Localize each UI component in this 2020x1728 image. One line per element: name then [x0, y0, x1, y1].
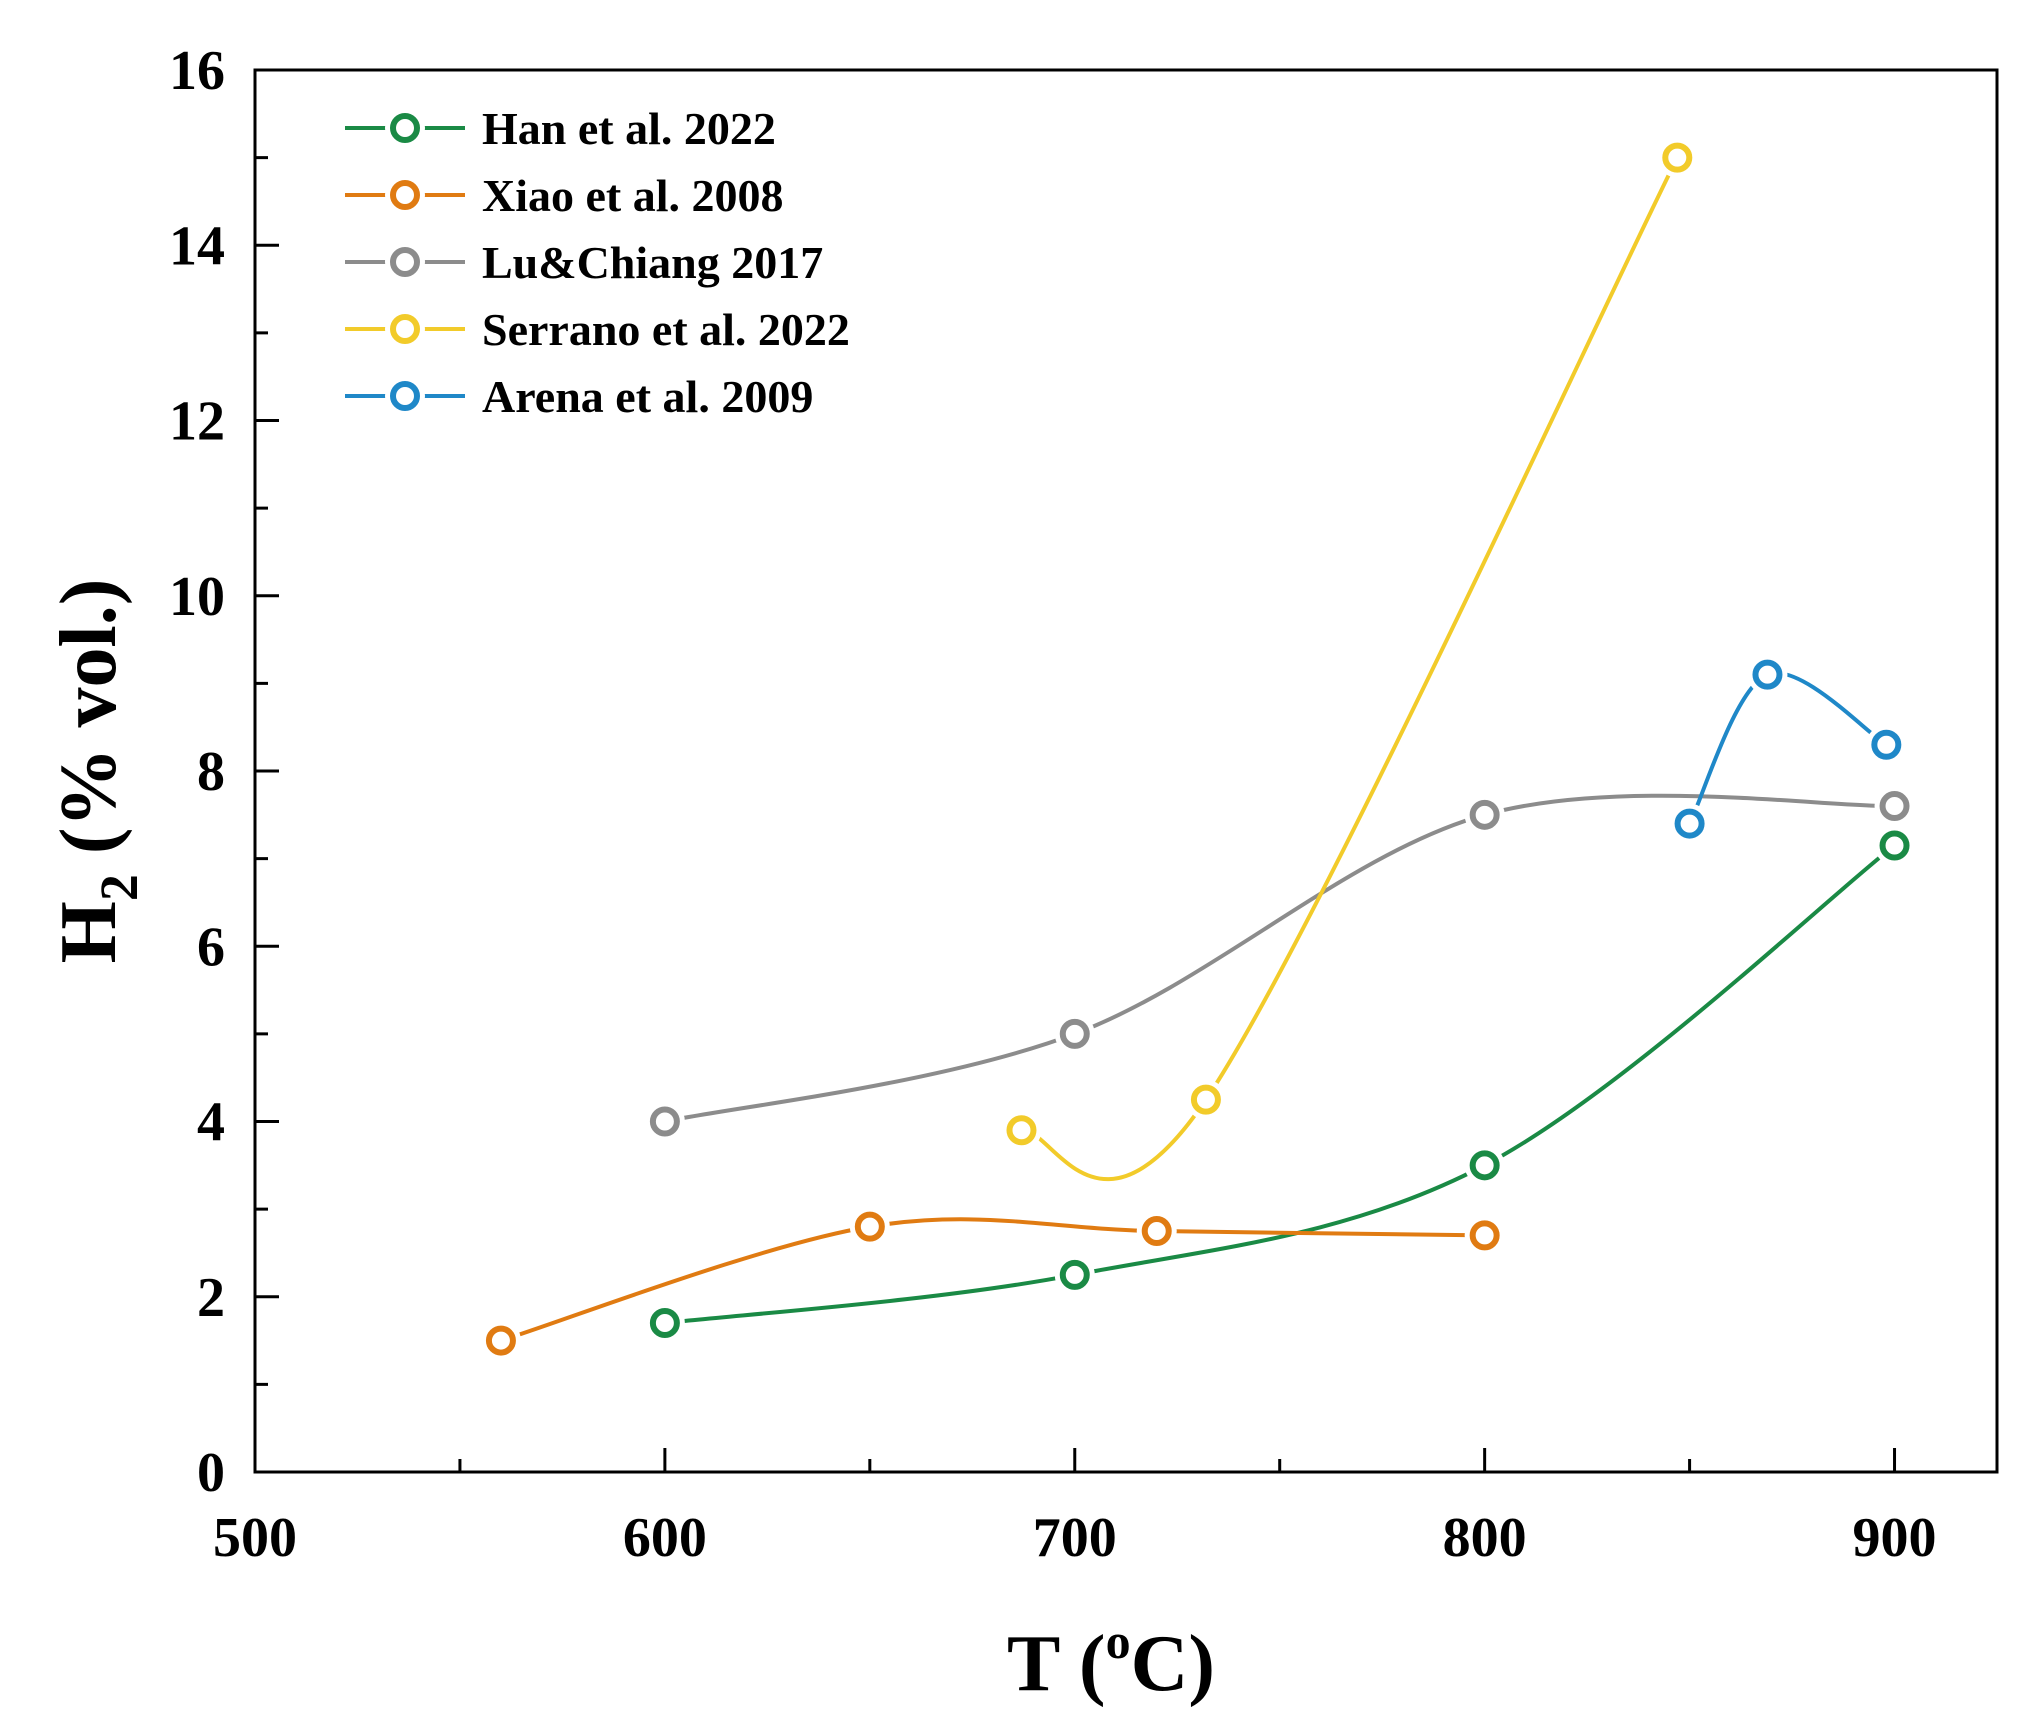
data-point — [485, 1325, 516, 1356]
legend-label: Xiao et al. 2008 — [482, 170, 784, 221]
x-axis-title-main: T ( — [1007, 1620, 1106, 1708]
x-tick-label: 700 — [1033, 1507, 1117, 1569]
y-tick-label: 12 — [169, 391, 225, 453]
data-point — [854, 1211, 885, 1242]
legend-label: Han et al. 2022 — [482, 103, 776, 154]
x-axis-title: T (oC) — [1007, 1613, 1215, 1708]
y-tick-label: 6 — [197, 916, 225, 978]
y-tick-label: 0 — [197, 1442, 225, 1504]
legend-marker — [390, 314, 420, 344]
legend-label: Lu&Chiang 2017 — [482, 237, 823, 288]
x-tick-label: 800 — [1443, 1507, 1527, 1569]
data-point — [1879, 791, 1910, 822]
y-axis-title-end: (% vol.) — [45, 579, 133, 875]
data-point — [649, 1106, 680, 1137]
legend-marker — [390, 180, 420, 210]
tick-labels: 500 600 700 800 900 0 2 4 6 8 10 12 14 16 — [169, 40, 1937, 1569]
data-point — [1879, 830, 1910, 861]
y-tick-label: 8 — [197, 741, 225, 803]
x-axis-title-sup: o — [1106, 1613, 1131, 1669]
series-lines — [500, 156, 1896, 1343]
legend-label: Arena et al. 2009 — [482, 371, 813, 422]
y-tick-label: 2 — [197, 1267, 225, 1329]
x-axis-title-end: C) — [1131, 1620, 1215, 1708]
x-tick-label: 500 — [213, 1507, 297, 1569]
y-axis-title-main: H — [45, 901, 133, 963]
data-point — [1469, 799, 1500, 830]
data-point — [1141, 1216, 1172, 1247]
series-line — [1021, 156, 1680, 1181]
x-tick-label: 600 — [623, 1507, 707, 1569]
y-tick-label: 10 — [169, 566, 225, 628]
series-line — [664, 793, 1895, 1124]
data-point — [1059, 1018, 1090, 1049]
legend-marker — [390, 381, 420, 411]
data-point — [649, 1308, 680, 1339]
axis-ticks — [253, 68, 1897, 1474]
y-axis-title: H2 (% vol.) — [45, 579, 149, 964]
legend-label: Serrano et al. 2022 — [482, 304, 850, 355]
series-line — [500, 1217, 1485, 1343]
y-tick-label: 16 — [169, 40, 225, 102]
data-point — [1469, 1150, 1500, 1181]
y-axis-title-sub: 2 — [89, 874, 149, 901]
legend-marker — [390, 247, 420, 277]
legend: Han et al. 2022 Xiao et al. 2008 Lu&Chiang… — [345, 103, 850, 422]
data-point — [1752, 659, 1783, 690]
data-point — [1006, 1115, 1037, 1146]
data-point — [1871, 729, 1902, 760]
data-point — [1469, 1220, 1500, 1251]
data-point — [1059, 1259, 1090, 1290]
y-tick-label: 4 — [197, 1092, 225, 1154]
legend-marker — [390, 113, 420, 143]
data-point — [1190, 1084, 1221, 1115]
x-tick-label: 900 — [1853, 1507, 1937, 1569]
series-points — [480, 137, 1915, 1361]
data-point — [1662, 142, 1693, 173]
data-point — [1674, 808, 1705, 839]
y-tick-label: 14 — [169, 215, 225, 277]
